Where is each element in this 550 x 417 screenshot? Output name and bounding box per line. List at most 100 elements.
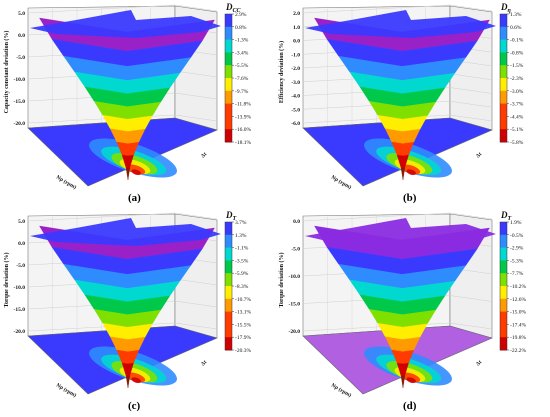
colorbar-tick-label: -5.5% <box>235 63 249 69</box>
chart-panel-b: 2.0 1.0 0.0 -1.0 -2.0 -3.0 -4.0 -5.0 -6.0 Np (rpm… <box>275 0 550 208</box>
surface-crest <box>30 218 221 246</box>
z-tick-label: -20.0 <box>289 329 301 335</box>
colorbar-tick-label: -5.9% <box>235 271 249 277</box>
colorbar-tick-label: -2.9% <box>510 246 524 252</box>
surface-plot-a: 5.0 0.0 -5.0 -10.0 -15.0 -20.0 Np (rpm) Δt Capac… <box>3 2 251 191</box>
colorbar-tick-label: -3.0% <box>510 89 524 95</box>
colorbar-segment <box>500 286 507 300</box>
surface-band <box>400 167 406 181</box>
colorbar-title: DCC <box>225 2 242 14</box>
colorbar-segment <box>500 324 507 338</box>
colorbar-segment <box>225 273 232 287</box>
colorbar-tick-label: -18.1% <box>235 140 251 146</box>
colorbar-segment <box>225 116 232 130</box>
colorbar-tick-label: -1.5% <box>510 63 524 69</box>
colorbar-segment <box>225 26 232 41</box>
colorbar-segment <box>225 234 232 249</box>
colorbar-segment <box>225 103 232 117</box>
colorbar-tick-label: -1.3% <box>235 38 249 44</box>
colorbar-title-sub: T <box>508 216 512 222</box>
z-tick-label: -10.0 <box>289 274 301 280</box>
panel-caption: (c) <box>128 400 141 412</box>
panel-caption: (b) <box>403 192 417 204</box>
z-tick-label: -5.0 <box>291 107 300 113</box>
grid-line <box>449 322 493 330</box>
y-axis-label: Δt <box>200 359 208 367</box>
colorbar-segment <box>225 247 232 261</box>
grid-line <box>449 4 493 12</box>
colorbar-tick-label: 1.3% <box>235 233 247 239</box>
z-tick-label: -20.0 <box>14 329 26 335</box>
colorbar-segment <box>225 337 232 351</box>
colorbar-title-main: D <box>225 210 233 220</box>
y-axis-label: Δt <box>475 151 483 159</box>
colorbar-tick-label: -5.8% <box>510 140 524 146</box>
colorbar-tick-label: 0.6% <box>510 25 522 31</box>
colorbar-tick-label: -12.6% <box>510 297 526 303</box>
colorbar-title-sub: CC <box>233 8 242 14</box>
colorbar-segment <box>500 337 507 351</box>
colorbar-tick-label: 1.9% <box>510 220 522 226</box>
colorbar-tick-label: -7.6% <box>235 76 249 82</box>
colorbar-segment <box>225 39 232 53</box>
colorbar-segment <box>500 311 507 325</box>
colorbar-tick-label: -10.7% <box>235 297 251 303</box>
floor-contour <box>131 377 142 384</box>
z-axis-title: Torque deviation (%) <box>3 252 10 307</box>
colorbar-segment <box>225 311 232 325</box>
floor-contour <box>406 377 417 384</box>
surface-crest <box>305 218 496 246</box>
colorbar-tick-label: -16.0% <box>235 127 251 133</box>
grid-line <box>174 92 218 100</box>
colorbar-tick-label: -5.1% <box>510 127 524 133</box>
colorbar-segment <box>500 78 507 92</box>
surface-crest <box>30 10 221 38</box>
surface-plot-b: 2.0 1.0 0.0 -1.0 -2.0 -3.0 -4.0 -5.0 -6.0 Np (rpm… <box>278 2 524 191</box>
colorbar-tick-label: -15.5% <box>235 322 251 328</box>
z-tick-label: -4.0 <box>291 94 300 100</box>
colorbar-segment <box>500 26 507 41</box>
x-axis-label: Np (rpm) <box>55 382 78 399</box>
z-tick-label: -6.0 <box>291 121 300 127</box>
colorbar-tick-label: -0.8% <box>510 50 524 56</box>
z-tick-label: -15.0 <box>14 99 26 105</box>
grid-line <box>174 278 218 286</box>
colorbar-tick-label: 2.9% <box>235 12 247 18</box>
grid-line <box>174 322 218 330</box>
colorbar-tick-label: -13.1% <box>235 310 251 316</box>
x-axis-label: Np (rpm) <box>330 174 353 191</box>
y-axis-label: Δt <box>200 151 208 159</box>
z-tick-label: -10.0 <box>14 285 26 291</box>
z-tick-label: 0.0 <box>18 33 25 39</box>
grid-line <box>449 295 493 302</box>
colorbar-tick-label: -4.4% <box>510 114 524 120</box>
colorbar-tick-label: -20.3% <box>235 348 251 354</box>
z-tick-label: -3.0 <box>291 80 300 86</box>
colorbar-title: DT <box>500 210 512 222</box>
z-tick-label: -20.0 <box>14 121 26 127</box>
colorbar-tick-label: -15.0% <box>510 310 526 316</box>
colorbar-segment <box>500 298 507 313</box>
colorbar-tick-label: -0.1% <box>510 38 524 44</box>
z-tick-label: -15.0 <box>289 302 301 308</box>
surface-band <box>400 375 406 389</box>
colorbar-tick-label: -19.8% <box>510 335 526 341</box>
colorbar-title-main: D <box>225 2 233 12</box>
colorbar-segment <box>225 298 232 313</box>
chart-panel-d: 0.0 -5.0 -10.0 -15.0 -20.0 Np (rpm) Δt Torque d… <box>275 208 550 416</box>
surface-crest <box>305 10 496 38</box>
colorbar-tick-label: 1.3% <box>510 12 522 18</box>
grid-line <box>174 114 218 122</box>
colorbar-segment <box>500 116 507 130</box>
z-tick-label: 0.0 <box>18 241 25 247</box>
z-tick-label: -10.0 <box>14 77 26 83</box>
colorbar-title-sub: T <box>233 216 237 222</box>
colorbar-segment <box>500 234 507 249</box>
grid-line <box>174 4 218 12</box>
z-tick-label: 1.0 <box>293 25 300 31</box>
floor-contour <box>401 372 421 383</box>
colorbar-tick-label: -3.7% <box>510 102 524 108</box>
surface-plot-d: 0.0 -5.0 -10.0 -15.0 -20.0 Np (rpm) Δt Torque d… <box>278 210 526 399</box>
z-tick-label: -5.0 <box>16 263 25 269</box>
z-tick-label: 5.0 <box>18 11 25 17</box>
